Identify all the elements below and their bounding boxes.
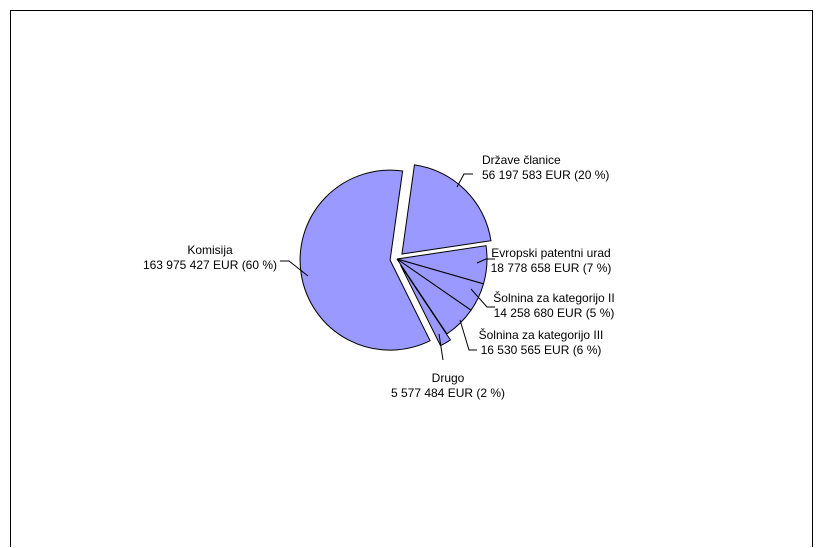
leader-line bbox=[280, 260, 309, 277]
slice-label: Države članice bbox=[482, 153, 561, 167]
chart-frame: Države članice 56 197 583 EUR (20 %) Evrop… bbox=[10, 10, 813, 547]
pie-slice bbox=[401, 164, 492, 255]
pie-slice bbox=[299, 169, 431, 351]
slice-label: Drugo bbox=[432, 371, 465, 385]
pie-slices bbox=[299, 164, 492, 351]
slice-value-label: 16 530 565 EUR (6 %) bbox=[481, 343, 602, 357]
slice-value-label: 163 975 427 EUR (60 %) bbox=[143, 258, 277, 272]
slice-value-label: 56 197 583 EUR (20 %) bbox=[482, 168, 609, 182]
slice-value-label: 18 778 658 EUR (7 %) bbox=[491, 261, 612, 275]
leader-line bbox=[476, 258, 495, 264]
slice-value-label: 5 577 484 EUR (2 %) bbox=[391, 386, 505, 400]
leader-lines bbox=[280, 173, 495, 361]
slice-label: Šolnina za kategorijo II bbox=[493, 290, 614, 305]
leader-line bbox=[459, 319, 477, 351]
leader-line bbox=[456, 173, 473, 188]
leader-line bbox=[438, 333, 444, 361]
slice-label: Komisija bbox=[187, 243, 233, 257]
leader-line bbox=[470, 288, 495, 308]
slice-label: Šolnina za kategorijo III bbox=[479, 327, 604, 342]
slice-label: Evropski patentni urad bbox=[491, 246, 610, 260]
slice-value-label: 14 258 680 EUR (5 %) bbox=[494, 306, 615, 320]
